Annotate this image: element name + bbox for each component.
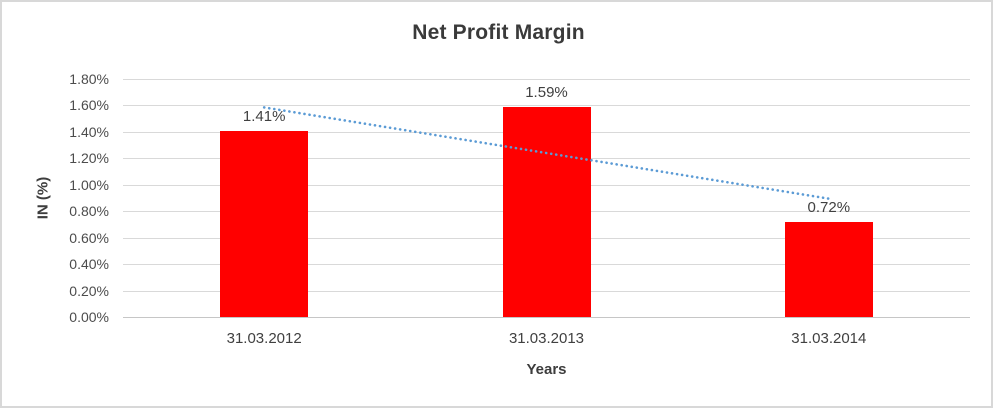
bar-value-label: 0.72%: [807, 198, 851, 216]
x-tick-label: 31.03.2013: [508, 330, 585, 347]
bar: [784, 221, 873, 317]
linear-trendline: [262, 106, 831, 200]
y-tick-label: 1.60%: [69, 97, 109, 114]
y-tick-label: 0.40%: [69, 256, 109, 273]
gridline: [123, 79, 970, 80]
bar-value-label: 1.59%: [525, 83, 568, 101]
y-tick-label: 0.60%: [69, 229, 109, 246]
y-tick-label: 0.80%: [69, 203, 109, 220]
gridline: [123, 105, 970, 107]
trendline-layer: [262, 106, 831, 200]
y-tick-label: 0.00%: [69, 309, 109, 325]
y-tick-label: 1.40%: [69, 123, 109, 140]
x-axis-title: Years: [526, 361, 567, 378]
bar: [502, 106, 591, 317]
y-tick-label: 1.20%: [69, 150, 109, 167]
x-tick-label: 31.03.2012: [226, 330, 302, 347]
chart-title: Net Profit Margin: [412, 21, 585, 44]
bar-value-label: 1.41%: [242, 107, 286, 125]
bar: [220, 130, 309, 317]
y-tick-label: 1.80%: [69, 71, 109, 87]
x-tick-label: 31.03.2014: [791, 330, 867, 347]
plot-area: 1.41% 1.59% 0.72%: [123, 79, 970, 318]
y-tick-label: 1.00%: [69, 176, 109, 193]
y-tick-label: 0.20%: [69, 282, 109, 299]
x-axis-line: [123, 317, 970, 318]
